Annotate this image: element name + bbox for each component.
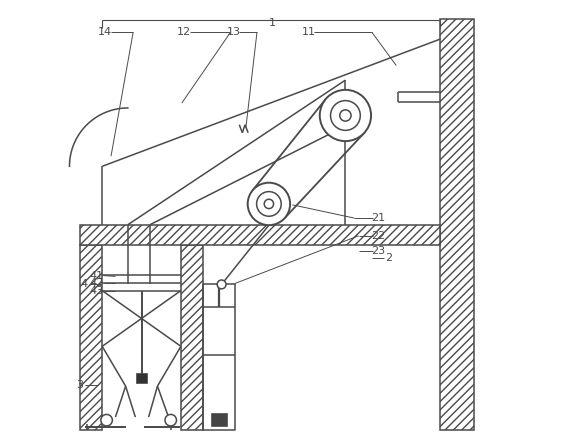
Text: 43: 43 [90,286,104,295]
Text: 1: 1 [269,18,276,28]
Text: 22: 22 [371,231,385,241]
Text: 13: 13 [227,27,241,37]
Polygon shape [181,245,203,430]
Polygon shape [80,245,102,430]
Polygon shape [441,19,473,430]
Text: 14: 14 [98,27,112,37]
Text: 11: 11 [302,27,316,37]
Text: 2: 2 [385,253,392,263]
Circle shape [165,414,176,426]
Polygon shape [210,413,227,426]
Text: 41: 41 [90,271,104,280]
Text: 42: 42 [90,278,104,288]
Text: 23: 23 [371,246,385,256]
Circle shape [101,414,112,426]
Text: 3: 3 [75,380,83,390]
Polygon shape [136,373,147,383]
Circle shape [217,280,226,289]
Text: 4: 4 [80,279,87,288]
Circle shape [264,199,273,209]
Circle shape [331,101,360,130]
Polygon shape [80,225,441,245]
Circle shape [248,183,290,225]
Circle shape [340,110,351,121]
Text: 21: 21 [371,213,385,223]
Text: 12: 12 [177,27,191,37]
Circle shape [257,192,281,216]
Circle shape [320,90,371,141]
